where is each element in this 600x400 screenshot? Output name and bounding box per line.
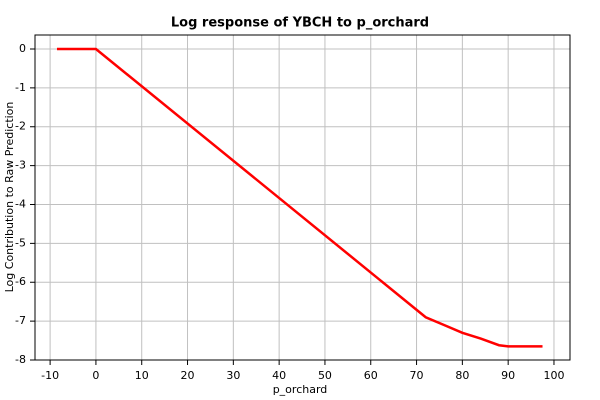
plot-area: [34, 34, 571, 361]
x-tick-label: 60: [364, 369, 378, 382]
x-tick-label: -10: [41, 369, 59, 382]
y-tick-label: -8: [15, 353, 26, 366]
y-tick-label: -7: [15, 314, 26, 327]
x-tick-label: 0: [92, 369, 99, 382]
x-tick-label: 100: [543, 369, 564, 382]
y-tick-label: -4: [15, 197, 26, 210]
y-tick-label: -3: [15, 159, 26, 172]
x-tick-label: 10: [135, 369, 149, 382]
y-axis-label: Log Contribution to Raw Prediction: [3, 102, 16, 293]
y-tick-label: -6: [15, 275, 26, 288]
x-tick-label: 30: [226, 369, 240, 382]
y-tick-label: -5: [15, 236, 26, 249]
x-tick-label: 40: [272, 369, 286, 382]
y-tick-label: -2: [15, 120, 26, 133]
x-tick-label: 50: [318, 369, 332, 382]
y-tick-label: 0: [19, 42, 26, 55]
plot-frame: [34, 34, 571, 361]
x-tick-label: 20: [181, 369, 195, 382]
x-tick-label: 80: [455, 369, 469, 382]
y-tick-label: -1: [15, 81, 26, 94]
x-tick-label: 90: [501, 369, 515, 382]
data-line: [56, 47, 543, 348]
chart-title: Log response of YBCH to p_orchard: [171, 16, 429, 31]
x-tick-label: 70: [410, 369, 424, 382]
x-axis-label: p_orchard: [273, 383, 328, 396]
